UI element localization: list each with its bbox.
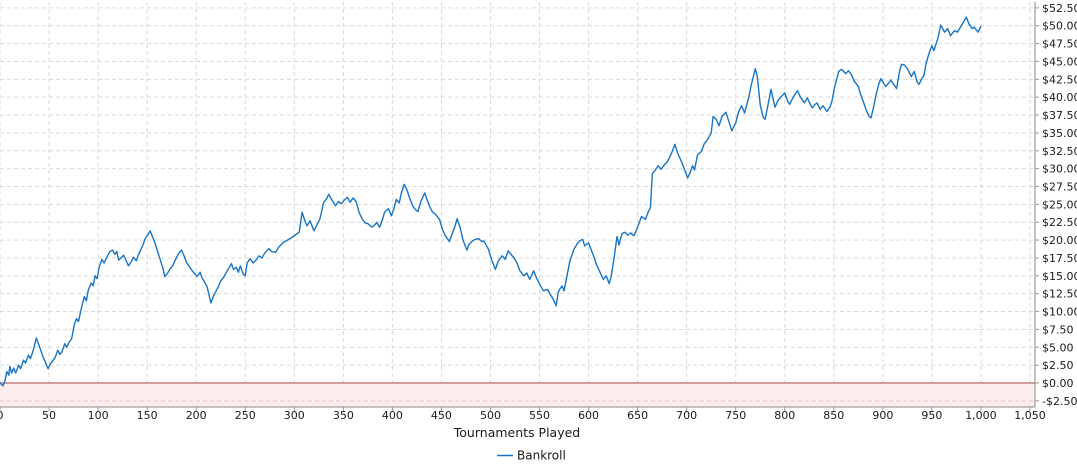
y-tick-label: $50.00 <box>1042 20 1077 33</box>
x-tick-label: 100 <box>88 409 109 422</box>
x-tick-label: 600 <box>578 409 599 422</box>
x-tick-label: 700 <box>676 409 697 422</box>
x-tick-label: 950 <box>921 409 942 422</box>
y-tick-label: $32.50 <box>1042 145 1077 158</box>
y-tick-label: $12.50 <box>1042 288 1077 301</box>
x-tick-label: 350 <box>333 409 354 422</box>
bankroll-line <box>0 16 982 387</box>
negative-band-fill <box>0 383 1035 407</box>
x-tick-label: 800 <box>774 409 795 422</box>
y-tick-label: $15.00 <box>1042 270 1077 283</box>
x-tick-label: 1,050 <box>1014 409 1046 422</box>
y-tick-label: $22.50 <box>1042 216 1077 229</box>
y-tick-label: -$2.50 <box>1042 395 1077 408</box>
y-tick-label: $35.00 <box>1042 127 1077 140</box>
x-tick-label: 0 <box>0 409 4 422</box>
x-tick-label: 150 <box>137 409 158 422</box>
x-tick-label: 850 <box>823 409 844 422</box>
y-tick-label: $7.50 <box>1042 323 1074 336</box>
y-tick-label: $42.50 <box>1042 73 1077 86</box>
x-tick-label: 900 <box>872 409 893 422</box>
x-tick-label: 650 <box>627 409 648 422</box>
y-tick-label: $25.00 <box>1042 198 1077 211</box>
y-tick-label: $30.00 <box>1042 163 1077 176</box>
x-tick-label: 450 <box>431 409 452 422</box>
x-tick-label: 300 <box>284 409 305 422</box>
y-tick-label: $2.50 <box>1042 359 1074 372</box>
negative-bankroll-region <box>0 382 1035 407</box>
y-tick-label: $10.00 <box>1042 306 1077 319</box>
x-tick-label: 200 <box>186 409 207 422</box>
legend-item-bankroll[interactable]: Bankroll <box>517 449 566 463</box>
tick-label-layer: 0 50 100 150 200 250 300 350 400 450 500 550 600 650 7… <box>0 2 1077 422</box>
x-tick-label: 50 <box>42 409 56 422</box>
y-tick-label: $52.50 <box>1042 2 1077 15</box>
x-tick-label: 500 <box>480 409 501 422</box>
y-tick-label: $5.00 <box>1042 341 1074 354</box>
y-tick-label: $20.00 <box>1042 234 1077 247</box>
x-tick-label: 1,000 <box>965 409 997 422</box>
y-tick-label: $37.50 <box>1042 109 1077 122</box>
x-tick-label: 250 <box>235 409 256 422</box>
y-tick-label: $0.00 <box>1042 377 1074 390</box>
y-tick-label: $47.50 <box>1042 38 1077 51</box>
axis-layer <box>0 2 1039 411</box>
x-tick-label: 400 <box>382 409 403 422</box>
y-tick-label: $27.50 <box>1042 180 1077 193</box>
legend[interactable]: Bankroll <box>497 449 566 463</box>
x-tick-label: 550 <box>529 409 550 422</box>
y-tick-label: $45.00 <box>1042 55 1077 68</box>
y-tick-label: $40.00 <box>1042 91 1077 104</box>
y-tick-label: $17.50 <box>1042 252 1077 265</box>
x-axis-title: Tournaments Played <box>453 425 580 440</box>
bankroll-series-line <box>0 16 982 387</box>
grid-layer <box>0 2 1035 407</box>
x-tick-label: 750 <box>725 409 746 422</box>
